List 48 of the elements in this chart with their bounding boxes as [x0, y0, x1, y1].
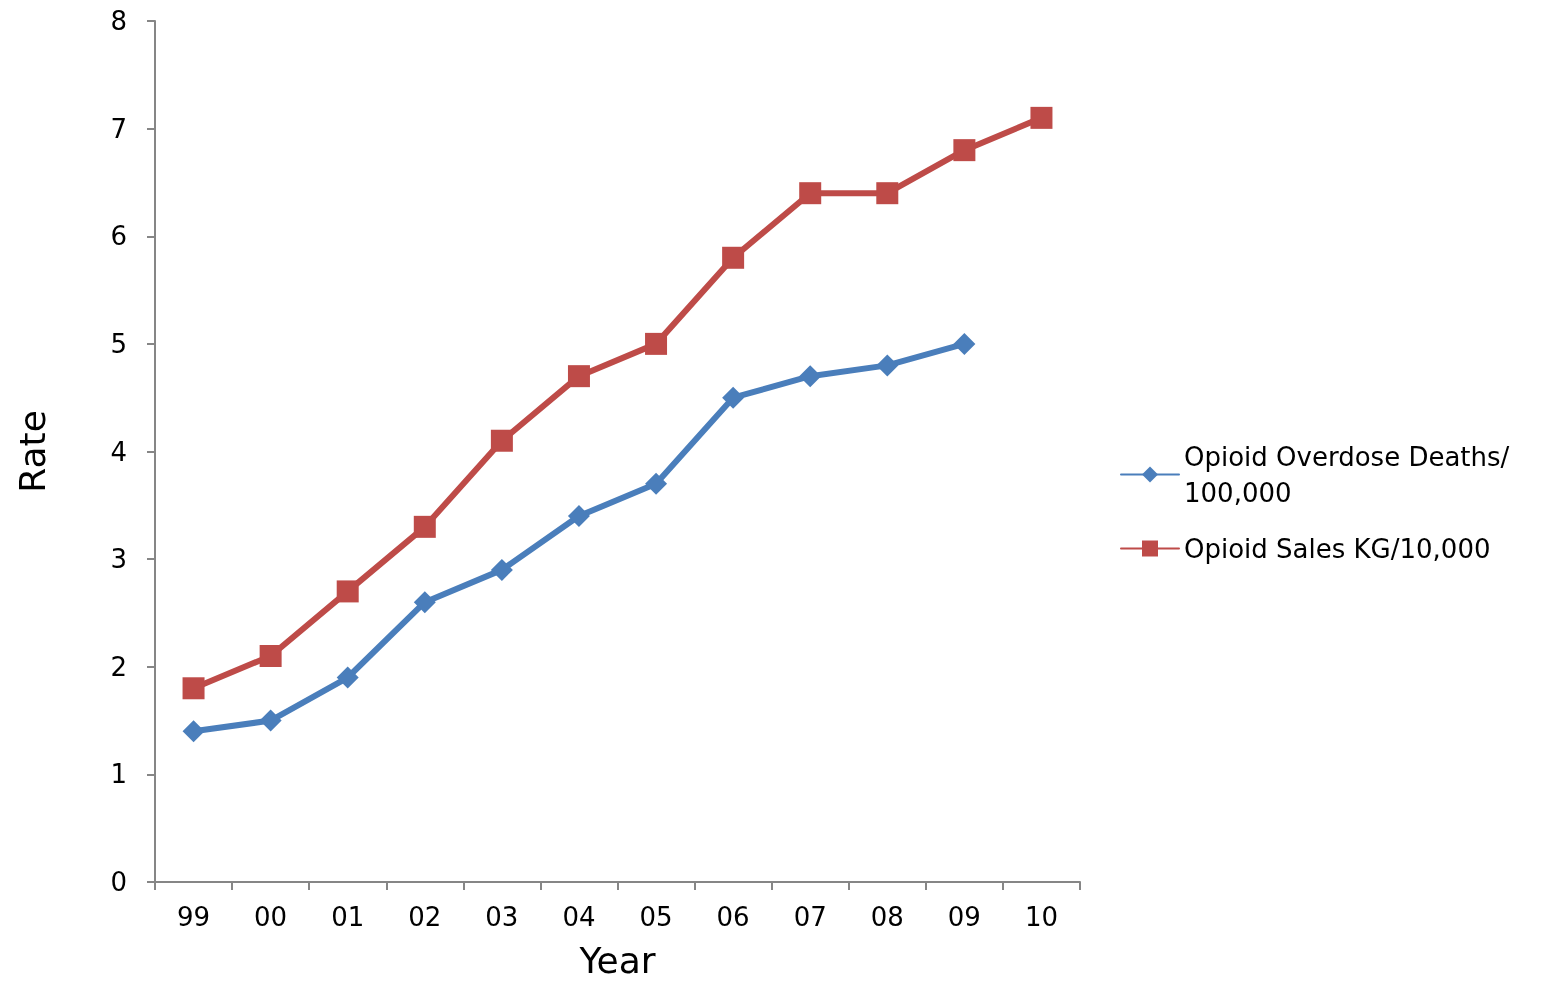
x-tick-label: 01	[331, 902, 365, 932]
point	[182, 677, 205, 700]
point	[645, 472, 668, 495]
y-tick-label: 4	[110, 436, 127, 467]
point	[259, 709, 282, 732]
point	[413, 591, 436, 614]
point	[876, 182, 899, 205]
y-tick-label: 6	[110, 221, 127, 252]
x-tick-label: 99	[176, 902, 211, 932]
point	[182, 720, 205, 743]
point	[876, 354, 899, 377]
x-tick-label: 09	[947, 902, 981, 932]
x-tick-label: 04	[562, 902, 596, 932]
x-tick-label: 06	[716, 902, 750, 932]
x-tick-label: 08	[870, 902, 904, 932]
point	[567, 365, 590, 388]
point	[1030, 106, 1053, 129]
x-axis-title: Year	[578, 939, 656, 981]
x-tick-label: 07	[793, 902, 827, 932]
y-tick-label: 2	[110, 651, 127, 682]
point	[722, 386, 745, 409]
x-tick-label: 10	[1024, 902, 1059, 932]
point	[799, 365, 822, 388]
point	[259, 644, 282, 667]
x-tick-label: 00	[254, 902, 288, 932]
point	[490, 429, 513, 452]
point	[645, 332, 668, 355]
point	[953, 139, 976, 162]
legend-label: Opioid Overdose Deaths/100,000	[1184, 441, 1510, 508]
point	[799, 182, 822, 205]
y-tick-label: 3	[110, 544, 127, 575]
y-tick-label: 7	[110, 113, 127, 144]
x-tick-label: 02	[408, 902, 442, 932]
y-axis-title: Rate	[11, 410, 53, 493]
x-tick-label: 05	[639, 902, 673, 932]
point	[953, 332, 976, 355]
y-tick-label: 5	[110, 328, 127, 359]
point	[336, 580, 359, 603]
x-tick-label: 03	[485, 902, 519, 932]
y-tick-label: 8	[110, 6, 127, 36]
y-tick-label: 1	[110, 759, 127, 790]
y-tick-label: 0	[110, 867, 127, 897]
point	[490, 558, 513, 581]
point	[336, 666, 359, 689]
point	[567, 505, 590, 528]
point	[413, 515, 436, 538]
legend-label: Opioid Sales KG/10,000	[1184, 533, 1491, 564]
point	[722, 246, 745, 269]
